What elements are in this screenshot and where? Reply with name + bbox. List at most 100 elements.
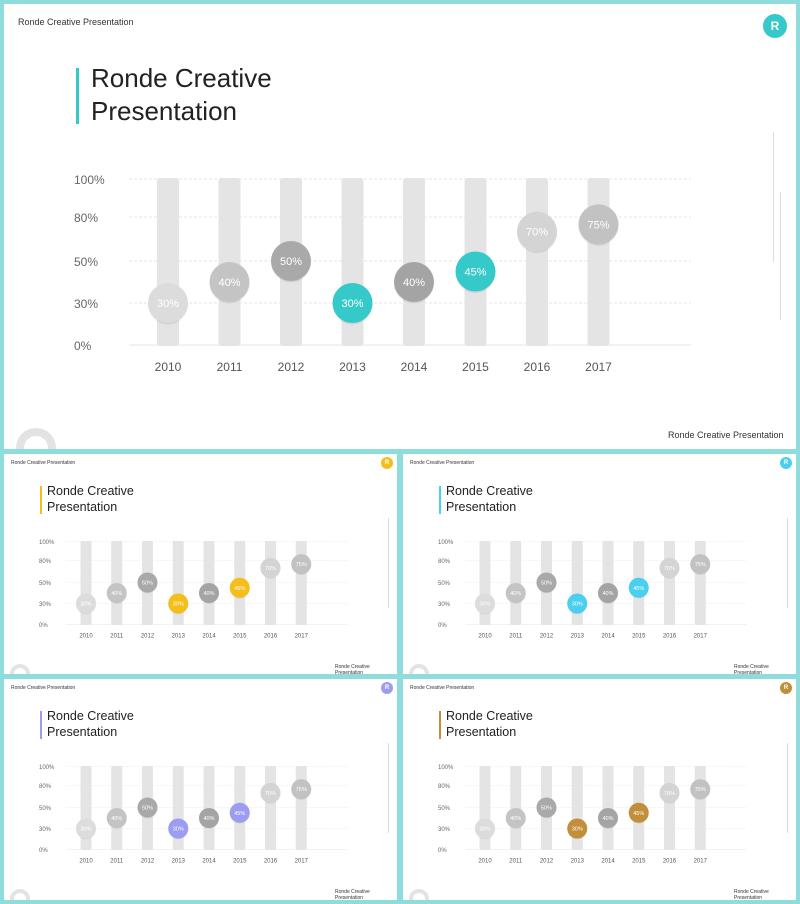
data-label: 30% <box>80 602 91 608</box>
logo-letter: R <box>783 460 789 466</box>
title-line-2: Presentation <box>47 725 118 739</box>
chart: 100% 80% 50% 30% 0% 30% 2010 40% 2011 50% 2012 30% 2… <box>438 540 747 640</box>
data-label: 30% <box>157 298 179 310</box>
x-tick-label: 2017 <box>295 859 309 865</box>
title-line-2: Presentation <box>446 500 517 514</box>
data-marker <box>598 808 618 828</box>
data-marker <box>578 204 619 245</box>
data-label: 75% <box>695 787 706 793</box>
slide-header-text: Ronde Creative Presentation <box>11 460 76 466</box>
y-tick-label: 0% <box>39 848 48 854</box>
y-tick-label: 30% <box>39 602 52 608</box>
data-label: 30% <box>572 602 583 608</box>
title-line-1: Ronde Creative <box>446 484 533 498</box>
data-marker <box>505 808 526 828</box>
track-bar <box>587 178 610 346</box>
slide-header-text: Ronde Creative Presentation <box>18 17 134 27</box>
slide-footer-text: Ronde Creative Presentation <box>734 889 769 900</box>
data-marker <box>260 557 281 578</box>
data-marker <box>536 572 557 593</box>
data-marker <box>475 818 495 839</box>
data-marker <box>291 779 312 800</box>
data-marker <box>394 262 434 302</box>
logo-badge: R <box>780 682 792 694</box>
x-tick-label: 2010 <box>155 360 182 374</box>
track-bar <box>295 541 307 625</box>
y-tick-label: 50% <box>74 255 98 269</box>
data-label: 30% <box>341 298 363 310</box>
track-bar <box>526 178 548 346</box>
data-marker <box>260 782 281 803</box>
data-marker <box>106 583 127 603</box>
y-tick-label: 30% <box>438 602 451 608</box>
title-line-2: Presentation <box>91 96 237 127</box>
y-tick-label: 100% <box>39 765 55 771</box>
slide-footer-text: Ronde Creative Presentation <box>335 664 370 674</box>
decor-line <box>773 132 774 262</box>
data-marker <box>598 583 618 603</box>
data-label: 40% <box>602 591 613 597</box>
data-label: 40% <box>203 816 214 822</box>
data-label: 40% <box>203 591 214 597</box>
data-label: 45% <box>234 586 245 592</box>
x-tick-label: 2015 <box>632 859 646 865</box>
slide-title: Ronde Creative Presentation <box>47 708 134 740</box>
y-tick-label: 100% <box>74 173 105 187</box>
x-tick-label: 2017 <box>694 634 708 640</box>
data-marker <box>137 572 158 593</box>
x-tick-label: 2014 <box>401 360 428 374</box>
data-label: 30% <box>479 827 490 833</box>
x-tick-label: 2017 <box>295 634 309 640</box>
x-tick-label: 2010 <box>478 859 492 865</box>
title-line-2: Presentation <box>47 500 118 514</box>
logo-letter: R <box>783 685 789 691</box>
data-label: 30% <box>173 602 184 608</box>
y-tick-label: 80% <box>39 784 52 790</box>
data-marker <box>505 583 526 603</box>
x-tick-label: 2012 <box>141 859 155 865</box>
title-accent-bar <box>40 711 42 739</box>
x-tick-label: 2016 <box>524 360 551 374</box>
slide-variant-purple: Ronde Creative Presentation R Ronde Crea… <box>4 679 397 900</box>
x-tick-label: 2014 <box>202 859 216 865</box>
x-tick-label: 2012 <box>278 360 305 374</box>
data-marker <box>229 802 250 823</box>
y-tick-label: 0% <box>74 339 92 353</box>
chart: 100% 80% 50% 30% 0% 30% 2010 40% 2011 50% 2012 30% 2… <box>39 540 348 640</box>
data-marker <box>106 808 127 828</box>
title-line-2: Presentation <box>446 725 517 739</box>
data-label: 50% <box>541 581 552 587</box>
data-label: 45% <box>464 267 486 279</box>
x-tick-label: 2015 <box>233 859 247 865</box>
x-tick-label: 2017 <box>694 859 708 865</box>
x-tick-label: 2014 <box>202 634 216 640</box>
x-tick-label: 2012 <box>540 859 554 865</box>
data-label: 40% <box>602 816 613 822</box>
decor-line <box>787 518 788 608</box>
x-tick-label: 2011 <box>509 859 523 865</box>
logo-badge: R <box>381 682 393 694</box>
y-tick-label: 0% <box>39 623 48 629</box>
data-label: 40% <box>403 277 425 289</box>
data-marker <box>229 577 250 598</box>
data-label: 30% <box>572 827 583 833</box>
data-label: 50% <box>142 581 153 587</box>
data-label: 70% <box>526 227 548 239</box>
slide-header-text: Ronde Creative Presentation <box>410 460 475 466</box>
title-line-1: Ronde Creative <box>47 709 134 723</box>
slide-header-text: Ronde Creative Presentation <box>410 685 475 691</box>
data-label: 70% <box>664 791 675 797</box>
slide-footer-text: Ronde Creative Presentation <box>668 430 784 440</box>
x-tick-label: 2011 <box>110 634 124 640</box>
data-label: 40% <box>218 277 240 289</box>
chart: 100% 80% 50% 30% 0% 30% 2010 40% 2011 50% 2012 30% 2… <box>74 173 691 374</box>
decor-ring <box>409 889 429 900</box>
slide-variant-cyan: Ronde Creative Presentation R Ronde Crea… <box>403 454 796 674</box>
y-tick-label: 50% <box>39 581 52 587</box>
data-label: 30% <box>80 827 91 833</box>
slide-footer-text: Ronde Creative Presentation <box>335 889 370 900</box>
decor-line <box>388 518 389 608</box>
y-tick-label: 80% <box>438 559 451 565</box>
x-tick-label: 2013 <box>571 634 585 640</box>
data-marker <box>76 818 96 839</box>
